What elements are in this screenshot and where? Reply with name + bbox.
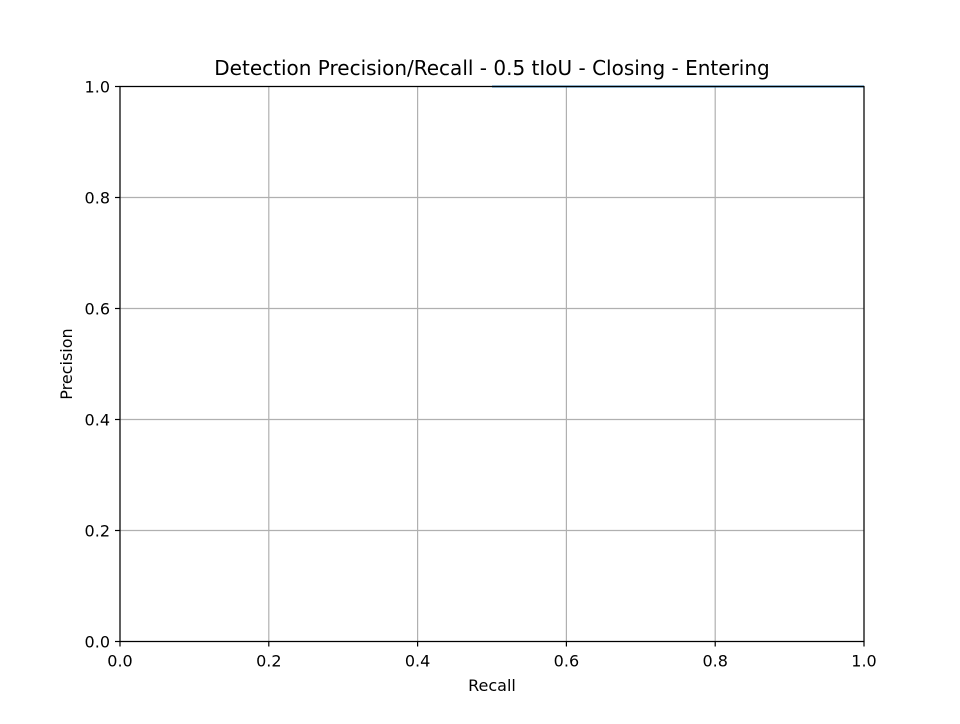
y-axis-label: Precision — [57, 328, 76, 399]
chart-title: Detection Precision/Recall - 0.5 tIoU - … — [214, 56, 769, 80]
axis-ticks: 0.0 0.2 0.4 0.6 0.8 1.0 0.0 0.2 0.4 0.6 0.8 1.0 — [85, 78, 877, 671]
y-tick-label: 0.4 — [85, 411, 110, 430]
x-tick-label: 0.6 — [554, 652, 579, 671]
x-tick-label: 0.2 — [256, 652, 281, 671]
plot-frame — [119, 85, 865, 643]
x-tick-label: 0.0 — [107, 652, 132, 671]
x-tick-label: 0.8 — [702, 652, 727, 671]
y-tick-label: 0.8 — [85, 189, 110, 208]
y-tick-label: 1.0 — [85, 78, 110, 97]
x-tick-label: 1.0 — [851, 652, 876, 671]
x-tick-label: 0.4 — [405, 652, 430, 671]
y-tick-label: 0.0 — [85, 633, 110, 652]
y-tick-label: 0.2 — [85, 522, 110, 541]
x-axis-label: Recall — [468, 676, 516, 695]
y-tick-label: 0.6 — [85, 300, 110, 319]
